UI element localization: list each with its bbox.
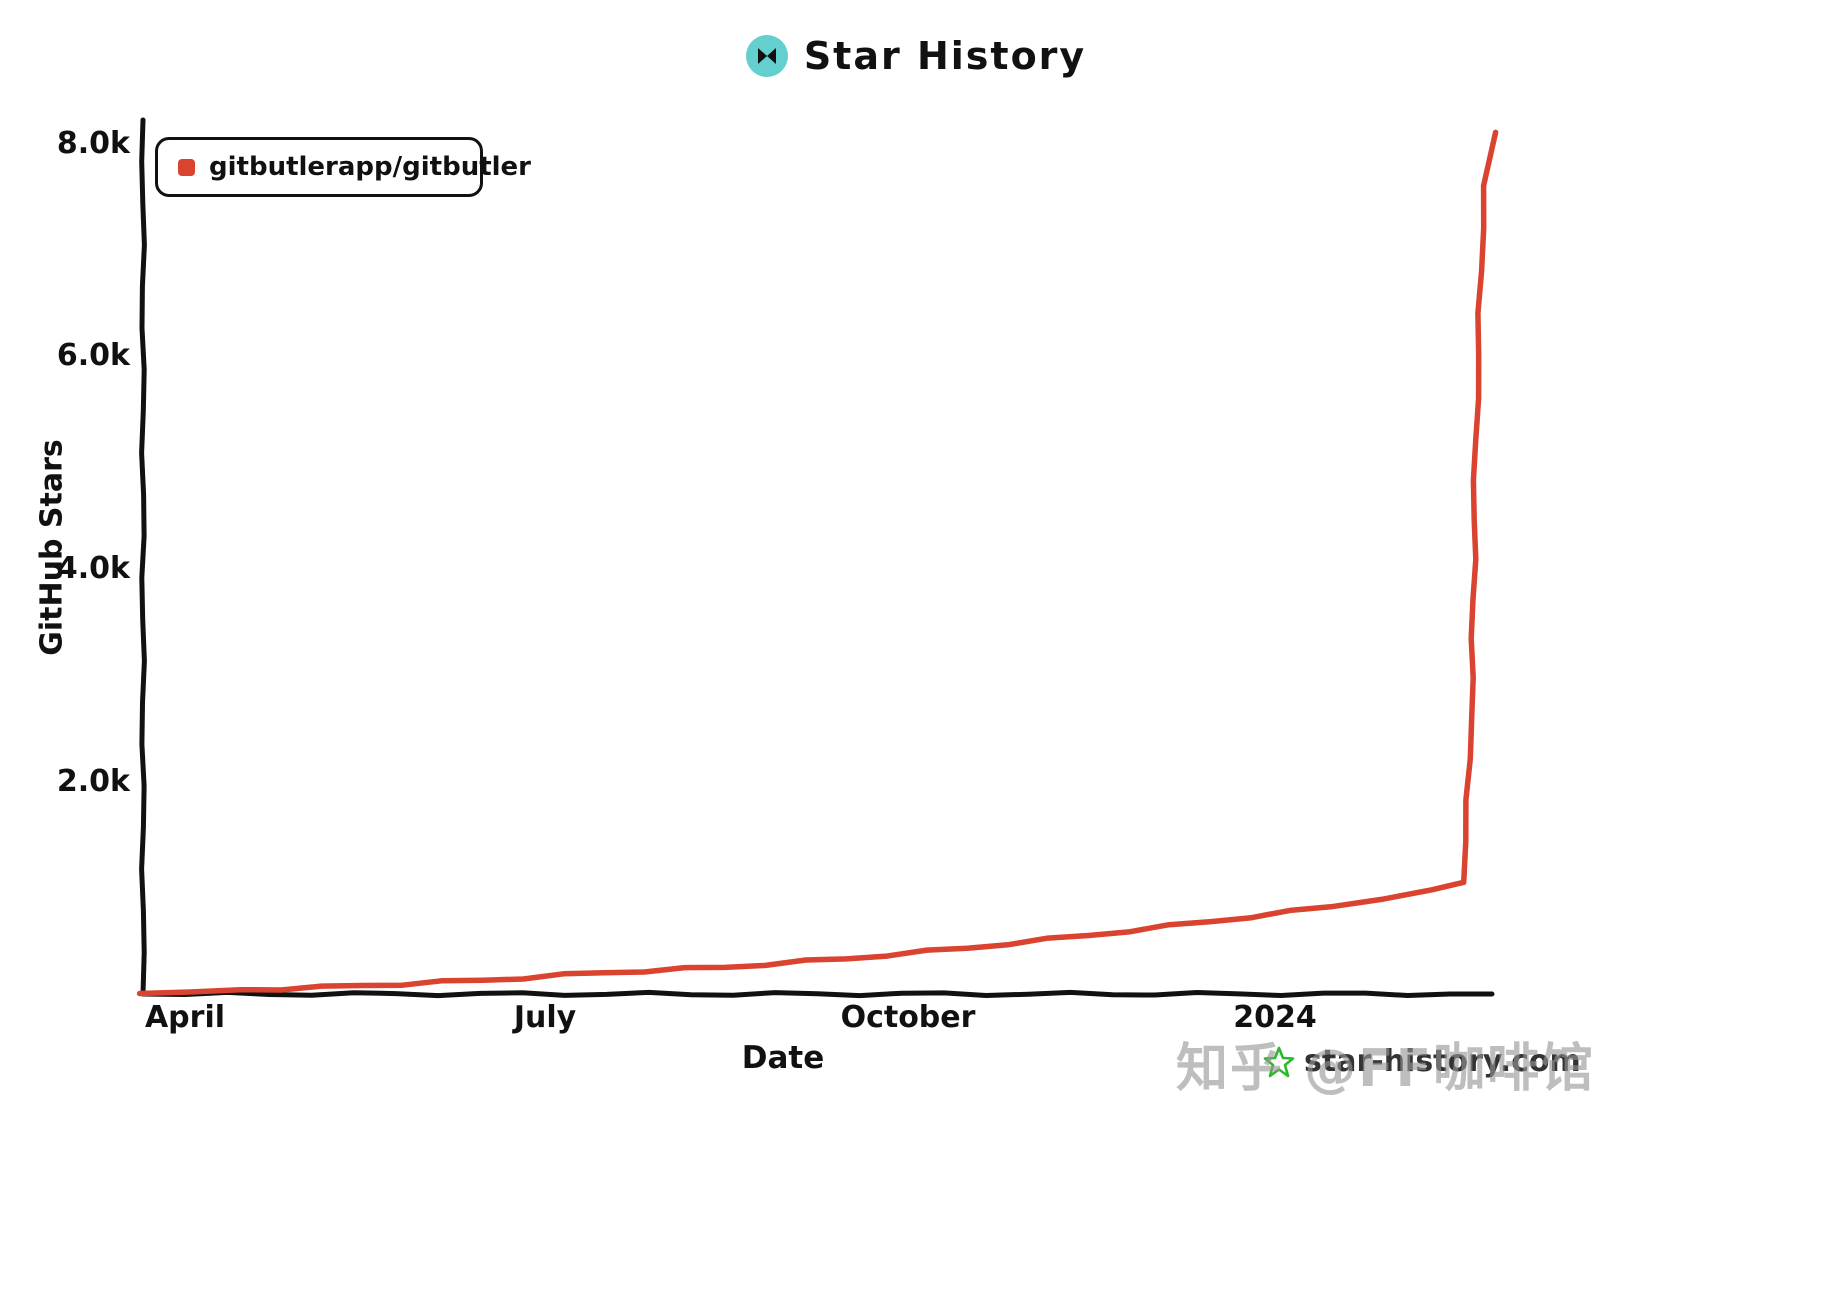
y-tick-4k: 4.0k (56, 551, 130, 586)
zhihu-watermark: 知乎 @FF咖啡馆 (1176, 1039, 1596, 1099)
x-tick-april: April (144, 1000, 226, 1035)
legend-series-label: gitbutlerapp/gitbutler (209, 152, 532, 182)
x-tick-2024: 2024 (1233, 1000, 1317, 1035)
site-watermark-text: star-history.com (1304, 1044, 1581, 1079)
y-tick-8k: 8.0k (56, 126, 130, 161)
x-tick-october: October (840, 1000, 976, 1035)
x-tick-july: July (513, 1000, 577, 1035)
y-tick-2k: 2.0k (56, 764, 130, 799)
legend: gitbutlerapp/gitbutler (155, 137, 531, 197)
site-watermark: star-history.com (1262, 1044, 1581, 1079)
green-star-icon (1263, 1046, 1295, 1077)
x-axis-label: Date (741, 1040, 825, 1076)
chart-title-row: Star History (0, 34, 1832, 78)
star-history-logo-icon (745, 35, 788, 77)
page-title: Star History (803, 34, 1087, 78)
y-axis-label: GitHub Stars (34, 439, 70, 656)
y-tick-6k: 6.0k (56, 338, 130, 373)
legend-series-swatch (178, 158, 195, 176)
